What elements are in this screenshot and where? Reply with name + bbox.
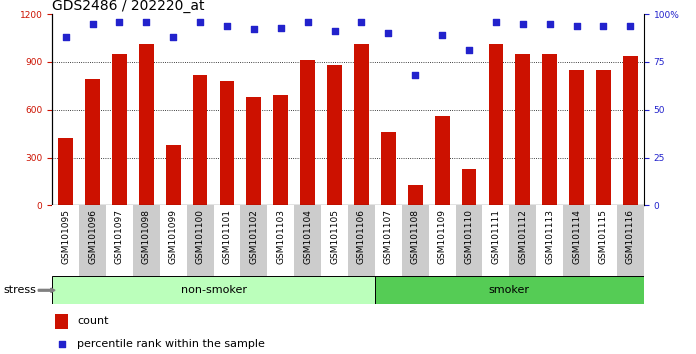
Bar xyxy=(294,205,321,276)
Bar xyxy=(623,56,638,205)
Text: GDS2486 / 202220_at: GDS2486 / 202220_at xyxy=(52,0,205,13)
Point xyxy=(625,23,636,28)
Point xyxy=(410,73,421,78)
Point xyxy=(544,21,555,27)
Point xyxy=(383,30,394,36)
Text: GSM101098: GSM101098 xyxy=(142,209,151,264)
Text: stress: stress xyxy=(3,285,36,295)
Bar xyxy=(112,54,127,205)
Bar xyxy=(456,205,482,276)
Bar xyxy=(435,116,450,205)
Point xyxy=(141,19,152,25)
Bar xyxy=(267,205,294,276)
Text: GSM101113: GSM101113 xyxy=(545,209,554,264)
Bar xyxy=(569,70,584,205)
Bar xyxy=(429,205,456,276)
Point xyxy=(221,23,232,28)
Bar xyxy=(52,276,375,304)
Bar xyxy=(489,45,503,205)
Bar xyxy=(240,205,267,276)
Bar xyxy=(375,276,644,304)
Bar xyxy=(542,54,557,205)
Point xyxy=(114,19,125,25)
Bar xyxy=(590,205,617,276)
Bar xyxy=(52,205,79,276)
Text: GSM101097: GSM101097 xyxy=(115,209,124,264)
Point xyxy=(436,32,448,38)
Text: GSM101104: GSM101104 xyxy=(303,209,313,264)
Point xyxy=(517,21,528,27)
Bar xyxy=(563,205,590,276)
Text: GSM101105: GSM101105 xyxy=(330,209,339,264)
Bar xyxy=(246,97,261,205)
Bar xyxy=(58,138,73,205)
Bar xyxy=(187,205,214,276)
Point xyxy=(356,19,367,25)
Bar xyxy=(214,205,240,276)
Bar xyxy=(402,205,429,276)
Point xyxy=(60,34,71,40)
Bar xyxy=(106,205,133,276)
Bar xyxy=(375,205,402,276)
Bar xyxy=(408,185,422,205)
Text: GSM101096: GSM101096 xyxy=(88,209,97,264)
Text: non-smoker: non-smoker xyxy=(180,285,246,295)
Text: GSM101095: GSM101095 xyxy=(61,209,70,264)
Text: GSM101115: GSM101115 xyxy=(599,209,608,264)
Point xyxy=(329,29,340,34)
Point xyxy=(571,23,582,28)
Bar xyxy=(85,80,100,205)
Text: GSM101114: GSM101114 xyxy=(572,209,581,264)
Text: GSM101108: GSM101108 xyxy=(411,209,420,264)
Point xyxy=(194,19,205,25)
Bar xyxy=(596,70,611,205)
Bar xyxy=(133,205,160,276)
Bar xyxy=(381,132,396,205)
Bar xyxy=(274,96,288,205)
Point xyxy=(598,23,609,28)
Bar xyxy=(354,45,369,205)
Bar xyxy=(160,205,187,276)
Bar xyxy=(321,205,348,276)
Text: GSM101111: GSM101111 xyxy=(491,209,500,264)
Text: GSM101101: GSM101101 xyxy=(223,209,232,264)
Bar xyxy=(300,60,315,205)
Bar xyxy=(327,65,342,205)
Bar xyxy=(139,45,154,205)
Bar xyxy=(348,205,375,276)
Point xyxy=(302,19,313,25)
Bar xyxy=(166,145,180,205)
Text: count: count xyxy=(77,316,109,326)
Bar xyxy=(516,54,530,205)
Text: GSM101112: GSM101112 xyxy=(519,209,528,264)
Text: GSM101109: GSM101109 xyxy=(438,209,447,264)
Bar xyxy=(536,205,563,276)
Text: percentile rank within the sample: percentile rank within the sample xyxy=(77,339,265,349)
Point xyxy=(168,34,179,40)
Point xyxy=(464,48,475,53)
Text: GSM101102: GSM101102 xyxy=(249,209,258,264)
Text: GSM101116: GSM101116 xyxy=(626,209,635,264)
Point xyxy=(275,25,286,30)
Text: GSM101100: GSM101100 xyxy=(196,209,205,264)
Point xyxy=(56,341,68,347)
Text: GSM101099: GSM101099 xyxy=(168,209,177,264)
Text: GSM101103: GSM101103 xyxy=(276,209,285,264)
Text: smoker: smoker xyxy=(489,285,530,295)
Bar xyxy=(509,205,536,276)
Bar xyxy=(482,205,509,276)
Bar xyxy=(55,314,68,329)
Text: GSM101106: GSM101106 xyxy=(357,209,366,264)
Bar xyxy=(461,169,476,205)
Text: GSM101107: GSM101107 xyxy=(383,209,393,264)
Bar xyxy=(220,81,235,205)
Point xyxy=(87,21,98,27)
Bar xyxy=(193,75,207,205)
Text: GSM101110: GSM101110 xyxy=(464,209,473,264)
Bar xyxy=(617,205,644,276)
Point xyxy=(490,19,501,25)
Point xyxy=(248,27,260,32)
Bar xyxy=(79,205,106,276)
